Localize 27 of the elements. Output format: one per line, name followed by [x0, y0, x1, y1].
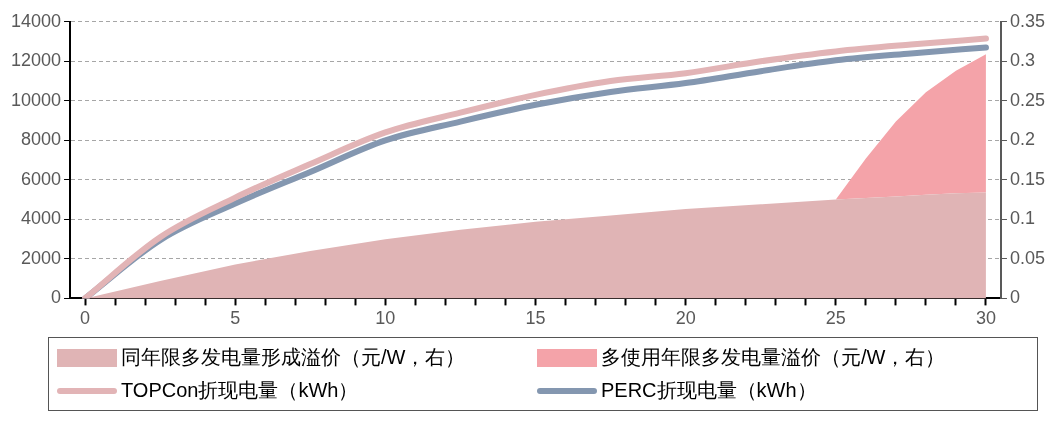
y-tick-label: 2000 — [21, 247, 62, 268]
y2-tick-label: 0.2 — [1009, 129, 1035, 150]
legend-label: PERC折现电量（kWh） — [601, 378, 817, 403]
y2-tick-label: 0.35 — [1009, 10, 1046, 31]
y-tick-label: 10000 — [10, 89, 62, 110]
x-tick-label: 0 — [80, 308, 91, 329]
x-tick-label: 20 — [675, 308, 696, 329]
y-tick-label: 8000 — [21, 129, 62, 150]
x-tick-label: 10 — [375, 308, 396, 329]
x-tick-label: 15 — [525, 308, 546, 329]
y-tick-label: 14000 — [10, 10, 62, 31]
legend-label: TOPCon折现电量（kWh） — [121, 378, 359, 403]
y2-tick-label: 0.1 — [1009, 208, 1035, 229]
x-tick-label: 5 — [230, 308, 241, 329]
legend-label: 多使用年限多发电量溢价（元/W，右） — [601, 345, 946, 370]
y-tick-label: 12000 — [10, 50, 62, 71]
y-tick-label: 6000 — [21, 168, 62, 189]
y2-tick-label: 0.3 — [1009, 50, 1035, 71]
y-tick-label: 4000 — [21, 208, 62, 229]
y-tick-label: 0 — [51, 287, 62, 308]
y2-tick-label: 0.15 — [1009, 168, 1046, 189]
y2-tick-label: 0.05 — [1009, 247, 1046, 268]
x-tick-label: 30 — [975, 308, 996, 329]
y2-tick-label: 0 — [1009, 287, 1020, 308]
x-tick-label: 25 — [825, 308, 846, 329]
y2-tick-label: 0.25 — [1009, 89, 1046, 110]
legend-label: 同年限多发电量形成溢价（元/W，右） — [121, 345, 466, 370]
